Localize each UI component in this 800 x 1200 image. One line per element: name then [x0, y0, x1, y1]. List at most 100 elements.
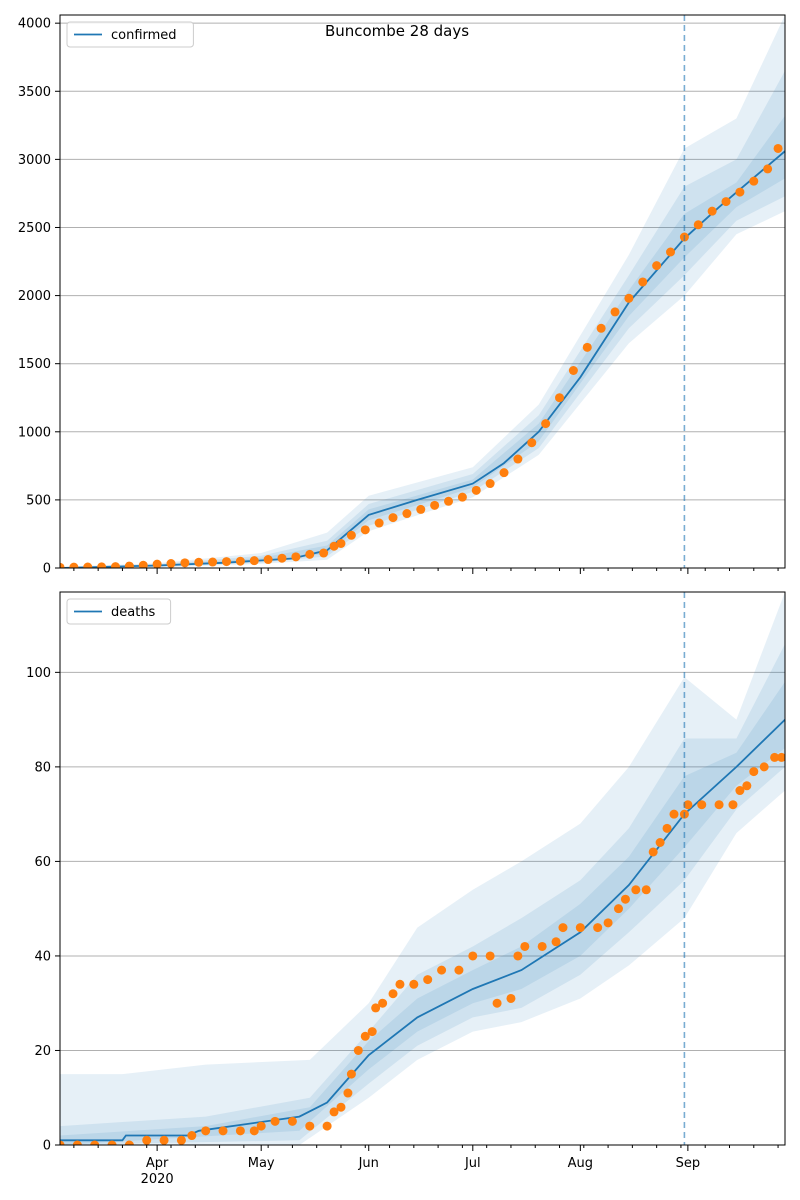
observed-point: [620, 894, 630, 904]
y-tick-label: 3000: [18, 153, 51, 168]
observed-point: [319, 548, 329, 558]
x-tick-sublabel: 2020: [141, 1172, 174, 1187]
y-tick-label: 3500: [18, 85, 51, 100]
observed-point: [485, 479, 495, 489]
observed-point: [367, 1027, 377, 1037]
y-tick-label: 0: [43, 1139, 51, 1154]
x-tick-label: Aug: [568, 1156, 593, 1171]
observed-point: [471, 485, 481, 495]
observed-point: [235, 556, 245, 566]
legend-box: [66, 21, 194, 48]
legend-label: deaths: [111, 605, 156, 620]
observed-point: [305, 1121, 315, 1131]
observed-point: [423, 975, 433, 985]
observed-point: [568, 366, 578, 375]
observed-point: [714, 800, 724, 810]
x-tick-label: Sep: [676, 1156, 701, 1171]
figure-title: Buncombe 28 days: [325, 22, 469, 40]
observed-point: [72, 1140, 82, 1145]
observed-point: [662, 823, 672, 833]
confidence-band-outer: [60, 592, 785, 1145]
axes-frame: [59, 591, 786, 1146]
observed-point: [353, 1045, 363, 1055]
observed-point: [378, 998, 388, 1008]
observed-point: [513, 454, 523, 464]
observed-point: [277, 553, 287, 563]
observed-point: [235, 1126, 245, 1136]
observed-point: [648, 847, 658, 857]
observed-point: [537, 941, 547, 951]
observed-point: [641, 885, 651, 895]
observed-point: [222, 557, 232, 567]
observed-point: [610, 307, 620, 317]
observed-point: [742, 781, 752, 791]
observed-point: [371, 1003, 381, 1013]
observed-point: [388, 989, 398, 999]
observed-point: [305, 549, 315, 559]
y-tick-label: 2000: [18, 289, 51, 304]
observed-point: [638, 277, 648, 287]
observed-point: [444, 496, 454, 506]
observed-point: [60, 562, 65, 568]
observed-point: [749, 767, 759, 777]
y-tick-label: 0: [43, 562, 51, 577]
y-tick-label: 20: [34, 1044, 51, 1059]
observed-point: [152, 559, 162, 568]
observed-point: [777, 752, 785, 762]
observed-point: [457, 492, 467, 502]
confidence-band-middle: [60, 70, 785, 568]
observed-point: [582, 342, 592, 352]
observed-point: [666, 247, 676, 257]
observed-point: [506, 993, 516, 1003]
observed-point: [142, 1135, 152, 1145]
observed-point: [603, 918, 613, 928]
observed-point: [575, 923, 585, 933]
observed-point: [343, 1088, 353, 1098]
observed-point: [513, 951, 523, 961]
observed-point: [402, 509, 412, 519]
observed-point: [159, 1135, 169, 1145]
observed-point: [468, 951, 478, 961]
observed-point: [416, 504, 426, 514]
observed-point: [329, 541, 339, 551]
observed-point: [360, 1031, 370, 1041]
observed-point: [485, 951, 495, 961]
observed-point: [176, 1135, 186, 1145]
observed-point: [346, 1069, 356, 1079]
plot-area: [60, 15, 785, 568]
observed-point: [454, 965, 464, 975]
x-tick-label: May: [248, 1156, 275, 1171]
observed-point: [759, 762, 769, 772]
observed-point: [707, 206, 717, 216]
y-tick-label: 1500: [18, 357, 51, 372]
observed-point: [208, 557, 218, 567]
observed-point: [770, 752, 780, 762]
observed-point: [97, 562, 107, 568]
observed-point: [166, 559, 176, 568]
observed-point: [499, 468, 509, 478]
observed-point: [218, 1126, 228, 1136]
observed-point: [395, 979, 405, 989]
observed-point: [631, 885, 641, 895]
observed-point: [693, 220, 703, 230]
legend-box: [66, 598, 172, 625]
observed-point: [596, 323, 606, 333]
observed-point: [721, 197, 731, 207]
observed-point: [655, 838, 665, 848]
observed-point: [541, 419, 551, 429]
observed-point: [263, 555, 273, 565]
observed-point: [409, 979, 419, 989]
observed-point: [187, 1131, 197, 1141]
confidence-band-outer: [60, 15, 785, 568]
observed-point: [551, 937, 561, 947]
observed-point: [360, 525, 370, 535]
observed-point: [329, 1107, 339, 1117]
legend-label: confirmed: [111, 28, 177, 43]
observed-point: [249, 556, 259, 566]
observed-point: [763, 164, 773, 174]
observed-point: [291, 552, 301, 562]
observed-point: [374, 518, 384, 528]
observed-point: [249, 1126, 259, 1136]
observed-point: [683, 800, 693, 810]
observed-point: [194, 557, 204, 567]
